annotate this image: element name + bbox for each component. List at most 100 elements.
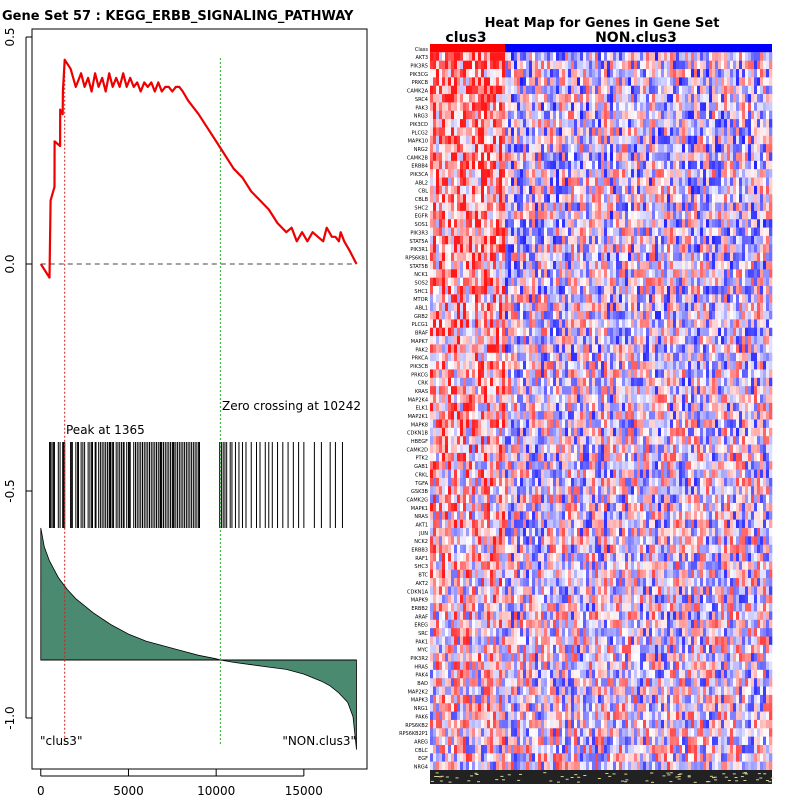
heatmap-cell	[532, 235, 536, 245]
heatmap-cell	[742, 386, 746, 395]
heatmap-cell	[742, 202, 746, 212]
heatmap-cell	[604, 352, 608, 362]
heatmap-cell	[571, 252, 575, 262]
heatmap-cell	[754, 185, 758, 195]
heatmap-cell	[646, 235, 650, 245]
heatmap-cell	[733, 219, 737, 228]
heatmap-cell	[571, 219, 575, 228]
heatmap-cell	[598, 169, 602, 178]
heatmap-cell	[649, 386, 653, 395]
heatmap-cell	[478, 152, 482, 162]
heatmap-cell	[712, 319, 716, 329]
heatmap-cell	[490, 327, 494, 337]
heatmap-cell	[439, 110, 443, 120]
heatmap-cell	[748, 69, 752, 78]
heatmap-cell	[487, 60, 491, 70]
heatmap-cell	[559, 152, 563, 162]
enrichment-plot: Gene Set 57 : KEGG_ERBB_SIGNALING_PATHWA…	[2, 9, 368, 798]
heatmap-cell	[439, 277, 443, 287]
heatmap-cell	[664, 202, 668, 212]
heatmap-cell	[472, 85, 476, 95]
heatmap-cell	[721, 227, 725, 237]
heatmap-cell	[622, 369, 626, 379]
heatmap-cell	[697, 169, 701, 178]
heatmap-cell	[586, 144, 590, 153]
heatmap-cell	[670, 252, 674, 262]
heatmap-cell	[580, 60, 584, 70]
heatmap-cell	[676, 302, 680, 312]
heatmap-cell	[637, 377, 641, 387]
heatmap-cell	[442, 252, 446, 262]
heatmap-cell	[547, 252, 551, 262]
heatmap-cell	[712, 60, 716, 70]
heatmap-cell	[529, 69, 533, 78]
heatmap-cell	[610, 252, 614, 262]
heatmap-cell	[463, 344, 467, 354]
heatmap-cell	[532, 144, 536, 153]
heatmap-cell	[619, 394, 623, 404]
heatmap-cell	[439, 361, 443, 370]
heatmap-cell	[751, 110, 755, 120]
heatmap-cell	[622, 277, 626, 287]
heatmap-cell	[721, 85, 725, 95]
heatmap-cell	[496, 185, 500, 195]
heatmap-cell	[742, 252, 746, 262]
heatmap-cell	[631, 336, 635, 345]
heatmap-cell	[592, 127, 596, 137]
heatmap-cell	[718, 135, 722, 145]
heatmap-cell	[463, 119, 467, 128]
heatmap-cell	[697, 352, 701, 362]
heatmap-cell	[652, 69, 656, 78]
heatmap-cell	[679, 210, 683, 220]
heatmap-cell	[655, 394, 659, 404]
heatmap-cell	[511, 60, 515, 70]
heatmap-cell	[709, 102, 713, 112]
heatmap-cell	[547, 52, 551, 61]
heatmap-cell	[574, 336, 578, 345]
heatmap-cell	[712, 194, 716, 203]
heatmap-cell	[541, 177, 545, 187]
heatmap-row	[430, 135, 773, 145]
heatmap-cell	[436, 227, 440, 237]
heatmap-cell	[574, 60, 578, 70]
heatmap-cell	[442, 394, 446, 404]
heatmap-cell	[559, 219, 563, 228]
heatmap-cell	[637, 277, 641, 287]
heatmap-cell	[712, 277, 716, 287]
heatmap-cell	[577, 202, 581, 212]
heatmap-cell	[505, 135, 509, 145]
heatmap-cell	[700, 302, 704, 312]
heatmap-cell	[454, 219, 458, 228]
heatmap-cell	[757, 210, 761, 220]
heatmap-cell	[685, 252, 689, 262]
heatmap-cell	[688, 69, 692, 78]
heatmap-cell	[484, 160, 488, 170]
heatmap-cell	[574, 394, 578, 404]
heatmap-cell	[481, 352, 485, 362]
heatmap-cell	[574, 160, 578, 170]
heatmap-cell	[439, 52, 443, 61]
heatmap-cell	[472, 286, 476, 295]
heatmap-cell	[718, 102, 722, 112]
heatmap-cell	[703, 269, 707, 278]
heatmap-cell	[739, 311, 743, 320]
heatmap-cell	[727, 119, 731, 128]
heatmap-cell	[682, 344, 686, 354]
heatmap-cell	[643, 344, 647, 354]
heatmap-cell	[667, 386, 671, 395]
heatmap-cell	[574, 177, 578, 187]
heatmap-cell	[670, 102, 674, 112]
heatmap-cell	[430, 160, 434, 170]
heatmap-cell	[538, 294, 542, 303]
heatmap-cell	[670, 177, 674, 187]
heatmap-cell	[559, 144, 563, 153]
heatmap-cell	[736, 377, 740, 387]
heatmap-cell	[613, 52, 617, 61]
heatmap-cell	[559, 294, 563, 303]
y-tick-label: -1.0	[3, 706, 17, 729]
heatmap-cell	[508, 127, 512, 137]
heatmap-cell	[748, 244, 752, 253]
heatmap-cell	[643, 252, 647, 262]
heatmap-cell	[514, 394, 518, 404]
heatmap-cell	[622, 235, 626, 245]
